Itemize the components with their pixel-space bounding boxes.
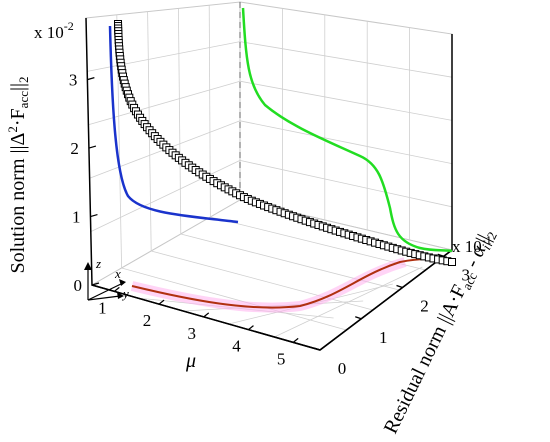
y-tick-label: 1 bbox=[379, 328, 388, 347]
y-tick-label: 0 bbox=[338, 359, 347, 378]
z-tick-label: 1 bbox=[72, 208, 81, 227]
x-tick-label: 5 bbox=[277, 349, 286, 368]
z-axis-label: Solution norm ||Δ2·Facc||2 bbox=[5, 76, 31, 273]
front-axis-line bbox=[91, 284, 321, 351]
x-tick-label: 4 bbox=[232, 337, 241, 356]
y-axis-multiplier: x 10-1 bbox=[452, 233, 492, 256]
x-axis-label: μ bbox=[185, 350, 196, 372]
triad-y-label: y bbox=[121, 286, 129, 301]
gridlines bbox=[87, 5, 453, 338]
projection-blue-curve bbox=[108, 25, 239, 224]
y-tick-label: 3 bbox=[462, 265, 471, 284]
y-axis-ticks: 0 1 2 3 bbox=[313, 253, 471, 378]
projection-brown-curve bbox=[131, 258, 451, 309]
z-tick-label: 0 bbox=[74, 276, 83, 295]
markers bbox=[114, 20, 456, 266]
z-tick-label: 3 bbox=[69, 71, 78, 90]
z-axis-multiplier: x 10-2 bbox=[34, 19, 74, 42]
x-tick-label: 1 bbox=[98, 298, 107, 317]
triad-x-label: x bbox=[114, 266, 121, 281]
triad-z-label: z bbox=[95, 256, 101, 271]
y-tick-label: 2 bbox=[420, 297, 429, 316]
coordinate-triad: z x y bbox=[84, 256, 129, 301]
right-axis-line bbox=[319, 249, 453, 351]
x-tick-label: 2 bbox=[143, 311, 152, 330]
projection-green-curve bbox=[241, 7, 453, 253]
z-tick-label: 2 bbox=[70, 139, 79, 158]
data-point-marker bbox=[448, 258, 456, 266]
z-axis-ticks: 0 1 2 3 bbox=[69, 71, 100, 295]
x-tick-label: 3 bbox=[188, 324, 197, 343]
x-axis-ticks: 1 2 3 4 5 bbox=[98, 286, 299, 368]
